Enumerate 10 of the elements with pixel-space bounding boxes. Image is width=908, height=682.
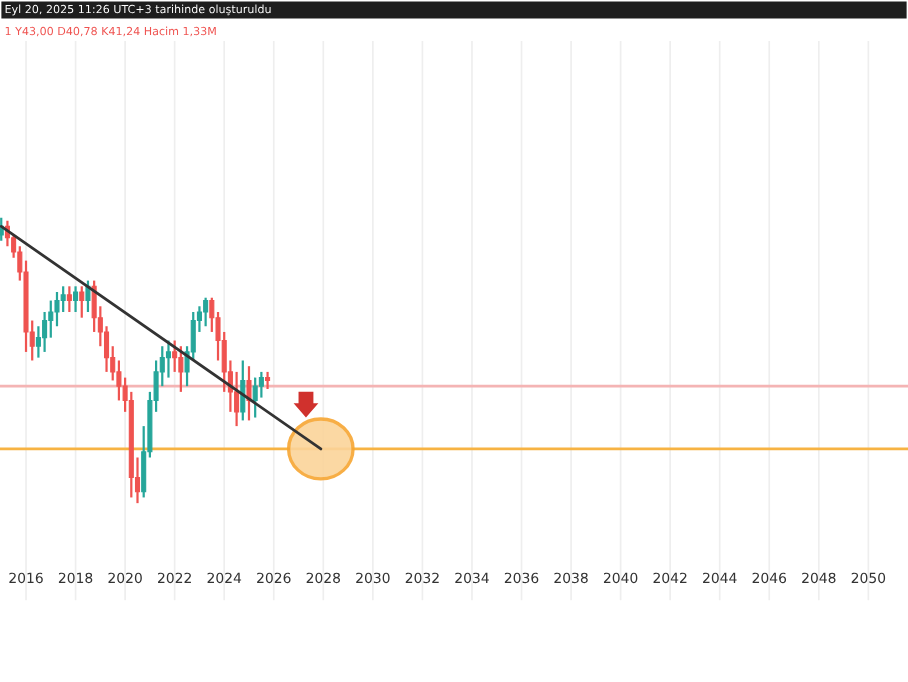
candlestick <box>265 370 271 391</box>
candlestick <box>178 345 184 393</box>
candlestick <box>203 296 209 328</box>
candlestick <box>66 285 72 314</box>
candlestick <box>85 279 91 314</box>
candlestick <box>79 285 85 319</box>
candlestick <box>73 285 79 314</box>
candlestick <box>246 365 252 422</box>
candlestick <box>252 376 258 419</box>
candlestick <box>165 339 172 379</box>
